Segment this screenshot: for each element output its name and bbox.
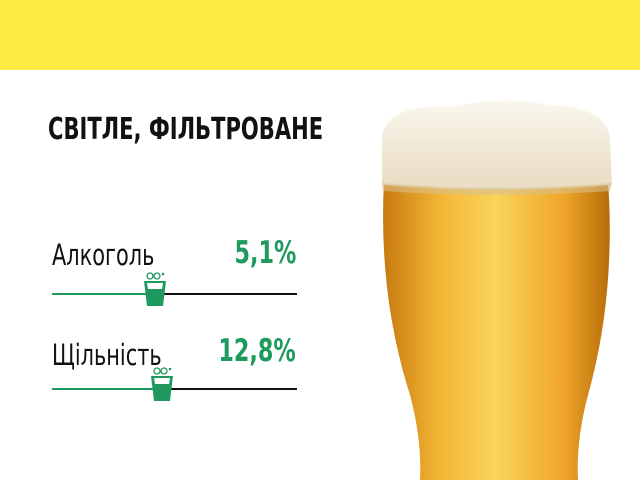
beer-glass-icon bbox=[143, 272, 166, 306]
stat-label-density: Щільність bbox=[52, 338, 162, 372]
page-title: СВІТЛЕ, ФІЛЬТРОВАНЕ bbox=[48, 112, 324, 147]
density-slider bbox=[52, 367, 297, 401]
stat-value-density: 12,8% bbox=[218, 333, 296, 369]
beer-glass-photo bbox=[382, 100, 612, 480]
top-banner bbox=[0, 0, 640, 70]
stat-value-alcohol: 5,1% bbox=[234, 235, 296, 271]
density-slider-fill bbox=[52, 388, 163, 390]
alcohol-slider bbox=[52, 272, 297, 306]
alcohol-slider-fill bbox=[52, 293, 155, 295]
beer-glass-icon bbox=[151, 367, 174, 401]
stat-label-alcohol: Алкоголь bbox=[52, 238, 155, 272]
